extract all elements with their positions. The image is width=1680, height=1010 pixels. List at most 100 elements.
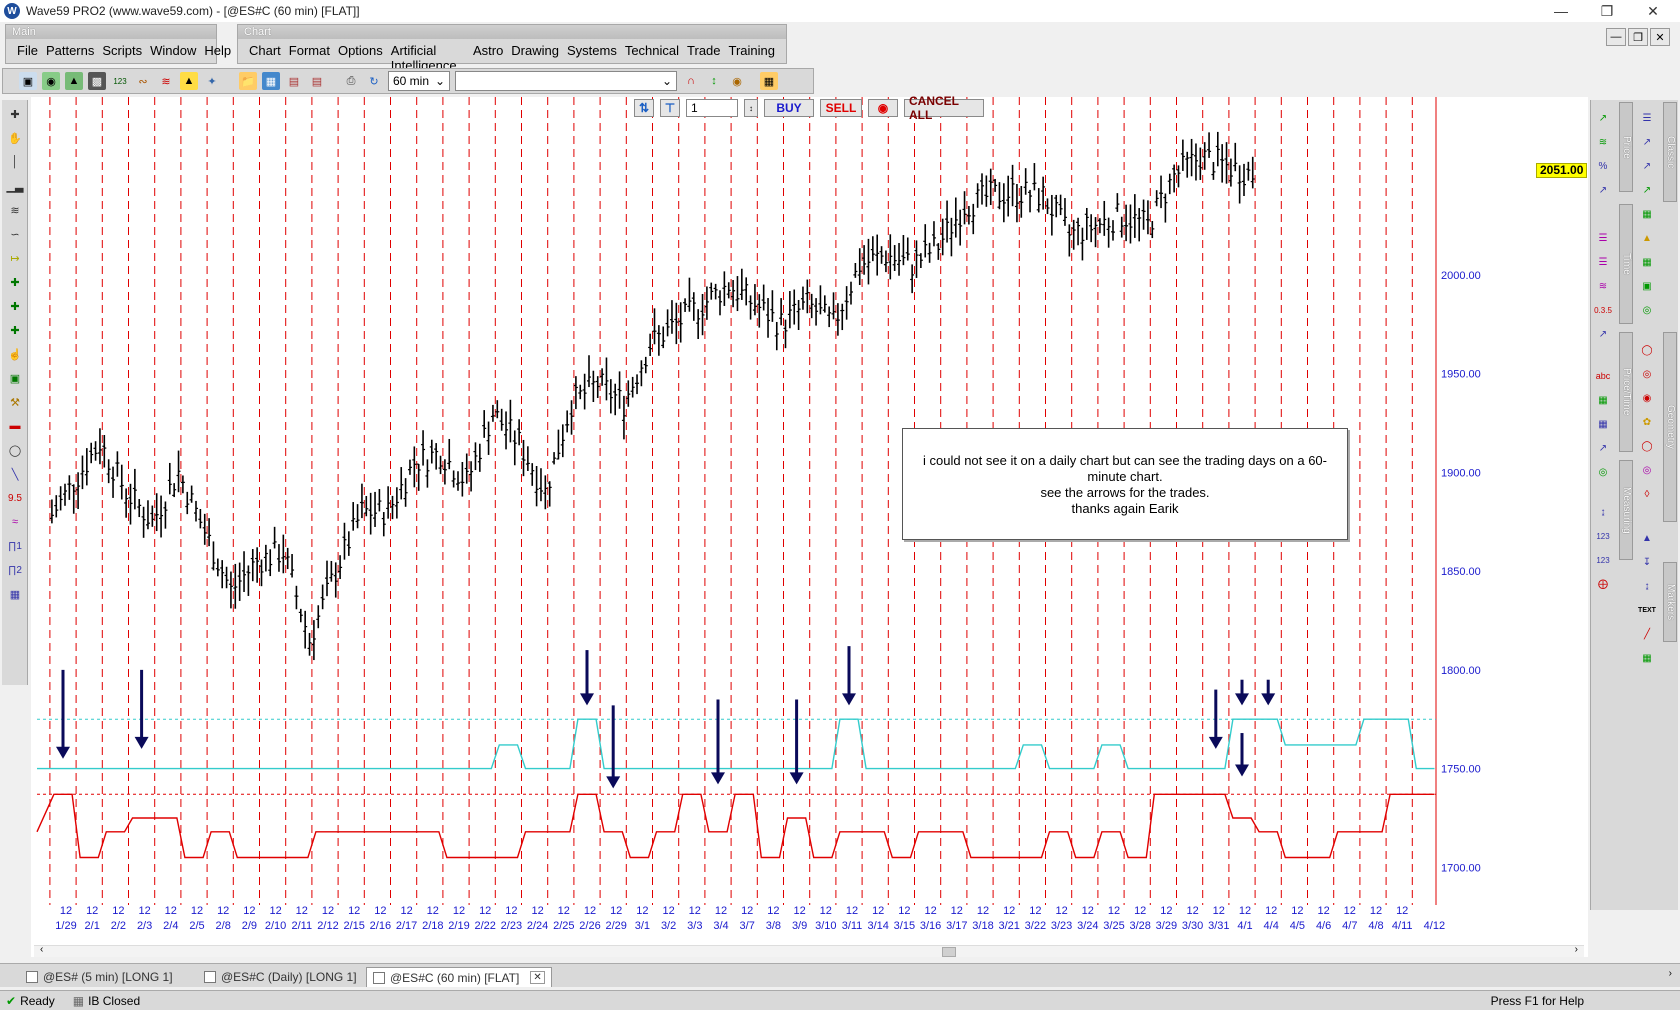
classic-fan-icon[interactable]: ☰	[1642, 112, 1652, 124]
marker-slash-icon[interactable]: ╱	[1643, 628, 1651, 640]
scroll-right-icon[interactable]: ›	[1574, 944, 1578, 955]
marker-down-icon[interactable]: ↧	[1642, 556, 1652, 568]
fib-icon[interactable]: 9.5	[8, 492, 22, 504]
measure-target-icon[interactable]: ⨁	[1598, 578, 1608, 590]
measure-2-icon[interactable]: 123	[1596, 531, 1610, 541]
time-bars-icon[interactable]: ☰	[1598, 232, 1608, 244]
time-cycles-icon[interactable]: ☰	[1598, 256, 1608, 268]
classic-channel-icon[interactable]: ↗	[1642, 136, 1652, 148]
tab-es-daily[interactable]: @ES#C (Daily) [LONG 1]	[198, 967, 363, 987]
tab-price-time[interactable]: Price/Time	[1619, 332, 1633, 452]
minimize-button[interactable]: —	[1554, 3, 1568, 19]
geometry-rings-icon[interactable]: ◯	[1641, 440, 1653, 452]
close-button[interactable]: ✕	[1647, 2, 1659, 19]
indicator-icon[interactable]: ∾	[138, 75, 148, 88]
horizontal-scrollbar[interactable]: ‹ ›	[34, 944, 1584, 957]
close-tab-icon[interactable]: ✕	[530, 971, 545, 984]
timeframe-select[interactable]: 60 min ⌄	[388, 71, 450, 91]
quantity-input[interactable]: 1	[686, 99, 738, 117]
price-time-grid-icon[interactable]: ▦	[1598, 418, 1608, 430]
tab-measuring[interactable]: Measuring	[1619, 460, 1633, 560]
mdi-minimize-button[interactable]: —	[1606, 28, 1626, 46]
scroll-left-icon[interactable]: ‹	[40, 944, 44, 955]
crosshair-icon[interactable]: ✚	[10, 108, 20, 121]
globe-icon[interactable]: ◉	[42, 72, 60, 90]
tab-es-60min[interactable]: @ES#C (60 min) [FLAT] ✕	[366, 967, 552, 987]
target-range-icon[interactable]: ✚	[10, 324, 20, 337]
elliott-icon[interactable]: ∏1	[8, 540, 22, 552]
save-icon[interactable]: ▦	[262, 72, 280, 90]
tab-markers[interactable]: Markers	[1663, 562, 1677, 642]
symbol-select[interactable]: ⌄	[455, 71, 677, 91]
time-path-icon[interactable]: ↗	[1598, 328, 1608, 340]
classic-fib-fan-icon[interactable]: ↗	[1642, 184, 1652, 196]
pointer-hand-icon[interactable]: ☝	[8, 348, 22, 361]
text-marker-icon[interactable]: TEXT	[1638, 606, 1656, 614]
tab-scroll-right-icon[interactable]: ›	[1668, 968, 1672, 979]
scrollbar-thumb[interactable]	[942, 947, 956, 957]
classic-triangle-icon[interactable]: ▲	[1642, 232, 1652, 244]
trendline-icon[interactable]: ∽	[10, 228, 20, 241]
cancel-all-button[interactable]: CANCEL ALL	[904, 94, 984, 122]
cross-range-icon[interactable]: ✚	[10, 300, 20, 313]
warning-icon[interactable]: ▲	[180, 72, 198, 90]
price-time-box-icon[interactable]: ▦	[1598, 394, 1608, 406]
zigzag-icon[interactable]: ≋	[10, 204, 20, 217]
geometry-circle-icon[interactable]: ◎	[1642, 368, 1652, 380]
marker-grid-icon[interactable]: ▦	[1642, 652, 1652, 664]
classic-box-icon[interactable]: ▦	[1642, 256, 1652, 268]
quote-icon[interactable]: ▲	[65, 72, 83, 90]
price-range-icon[interactable]: ✚	[10, 276, 20, 289]
chart-menu-chart[interactable]: Chart	[249, 43, 281, 58]
quantity-stepper[interactable]: ↕	[744, 99, 758, 117]
menu-patterns[interactable]: Patterns	[45, 43, 95, 58]
time-wave-icon[interactable]: ≋	[1598, 280, 1608, 292]
menu-scripts[interactable]: Scripts	[102, 43, 143, 58]
tab-classic[interactable]: Classic	[1663, 102, 1677, 202]
price-time-spiral-icon[interactable]: ◎	[1598, 466, 1608, 478]
price-time-angle-icon[interactable]: ↗	[1598, 442, 1608, 454]
network-icon[interactable]: ✦	[207, 75, 217, 88]
menu-help[interactable]: Help	[204, 43, 232, 58]
stop-icon[interactable]: ◉	[868, 99, 898, 117]
menu-window[interactable]: Window	[150, 43, 197, 58]
time-ratio-icon[interactable]: 0.3.5	[1594, 305, 1612, 315]
truck-icon[interactable]: ▬	[9, 420, 21, 432]
eye-icon[interactable]: ◉	[732, 75, 742, 88]
geometry-flower-icon[interactable]: ✿	[1642, 416, 1652, 428]
order-arrows-icon[interactable]: ⇅	[634, 99, 654, 117]
price-line-icon[interactable]: ↗	[1598, 112, 1608, 124]
new-chart-icon[interactable]: ▣	[19, 72, 37, 90]
price-zigzag-icon[interactable]: ≋	[1598, 136, 1608, 148]
magnet-icon[interactable]: ∩	[687, 75, 695, 87]
wave-tool-icon[interactable]: ≈	[11, 516, 19, 528]
chart-menu-drawing[interactable]: Drawing	[511, 43, 559, 58]
buy-button[interactable]: BUY	[764, 99, 814, 117]
sell-button[interactable]: SELL	[820, 99, 862, 117]
wrench-icon[interactable]: ⚒	[10, 396, 20, 409]
classic-square-icon[interactable]: ▣	[1642, 280, 1652, 292]
tab-es-5min[interactable]: @ES# (5 min) [LONG 1]	[20, 967, 179, 987]
tab-geometry[interactable]: Geometry	[1663, 332, 1677, 522]
geometry-diamond-icon[interactable]: ◊	[1644, 488, 1650, 500]
chart-menu-astro[interactable]: Astro	[472, 43, 504, 58]
marker-line-icon[interactable]: ↨	[1644, 580, 1650, 592]
numbers-icon[interactable]: 123	[113, 76, 127, 86]
chart-menu-options[interactable]: Options	[337, 43, 383, 58]
price-path-icon[interactable]: ↗	[1598, 184, 1608, 196]
order-line-icon[interactable]: ⊤	[660, 99, 680, 117]
chart-menu-format[interactable]: Format	[288, 43, 330, 58]
time-range-icon[interactable]: ↦	[10, 252, 20, 265]
chart-menu-trade[interactable]: Trade	[687, 43, 721, 58]
up-down-arrow-icon[interactable]: ↕	[711, 75, 717, 87]
vertical-line-icon[interactable]: │	[11, 156, 19, 168]
menu-file[interactable]: File	[17, 43, 38, 58]
lasso-icon[interactable]: ◯	[8, 444, 22, 457]
chart-menu-training[interactable]: Training	[728, 43, 775, 58]
count-icon[interactable]: ∏2	[8, 564, 22, 576]
percent-icon[interactable]: %	[1598, 160, 1608, 172]
tab-time[interactable]: Time	[1619, 204, 1633, 324]
trash-icon[interactable]: ▣	[9, 372, 21, 385]
wave-icon[interactable]: ≋	[161, 75, 171, 88]
refresh-icon[interactable]: ↻	[369, 75, 379, 88]
